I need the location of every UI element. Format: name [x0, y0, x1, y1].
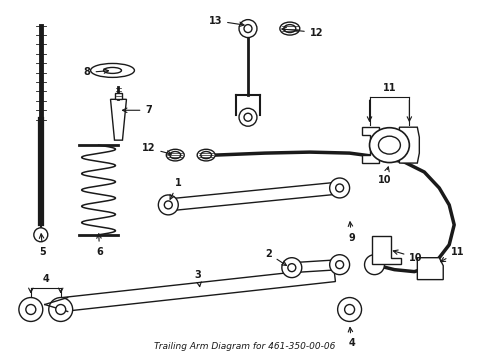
Circle shape: [288, 264, 296, 272]
Circle shape: [330, 178, 349, 198]
Polygon shape: [371, 236, 401, 264]
Text: 11: 11: [441, 247, 465, 262]
Text: 12: 12: [142, 143, 172, 155]
Polygon shape: [292, 260, 340, 273]
Text: 6: 6: [96, 234, 103, 257]
Text: 13: 13: [209, 15, 244, 27]
Text: 4: 4: [348, 328, 355, 348]
Text: 2: 2: [265, 249, 287, 265]
Text: 8: 8: [84, 67, 108, 77]
Text: 7: 7: [122, 105, 152, 115]
Ellipse shape: [166, 149, 184, 161]
Text: 5: 5: [39, 234, 46, 257]
Text: 11: 11: [383, 83, 396, 93]
Text: 9: 9: [348, 222, 355, 243]
Ellipse shape: [284, 24, 296, 32]
Text: 1: 1: [170, 178, 182, 199]
Circle shape: [26, 305, 36, 315]
Circle shape: [19, 298, 43, 321]
Polygon shape: [399, 127, 419, 163]
Polygon shape: [111, 99, 126, 140]
Polygon shape: [417, 258, 443, 280]
Text: 3: 3: [195, 270, 201, 287]
Circle shape: [336, 184, 343, 192]
Text: 10: 10: [378, 167, 391, 185]
Circle shape: [239, 20, 257, 37]
Circle shape: [56, 305, 66, 315]
Circle shape: [49, 298, 73, 321]
Ellipse shape: [280, 22, 300, 35]
Ellipse shape: [170, 152, 181, 159]
Text: Trailing Arm Diagram for 461-350-00-06: Trailing Arm Diagram for 461-350-00-06: [154, 342, 336, 351]
Ellipse shape: [369, 128, 409, 163]
Circle shape: [34, 228, 48, 242]
Circle shape: [244, 24, 252, 32]
Circle shape: [282, 258, 302, 278]
FancyBboxPatch shape: [115, 93, 122, 99]
Circle shape: [330, 255, 349, 275]
Circle shape: [365, 255, 385, 275]
Text: 10: 10: [393, 250, 423, 263]
Circle shape: [158, 195, 178, 215]
Circle shape: [244, 113, 252, 121]
Ellipse shape: [91, 63, 134, 77]
Ellipse shape: [378, 136, 400, 154]
Circle shape: [164, 201, 172, 209]
Text: 4: 4: [43, 274, 49, 284]
Circle shape: [239, 108, 257, 126]
Polygon shape: [168, 182, 340, 211]
Polygon shape: [362, 127, 379, 163]
Ellipse shape: [201, 152, 212, 159]
Circle shape: [344, 305, 355, 315]
Circle shape: [336, 261, 343, 269]
Ellipse shape: [197, 149, 215, 161]
Polygon shape: [62, 268, 336, 311]
Ellipse shape: [103, 67, 122, 73]
Text: 12: 12: [282, 27, 323, 37]
Circle shape: [338, 298, 362, 321]
